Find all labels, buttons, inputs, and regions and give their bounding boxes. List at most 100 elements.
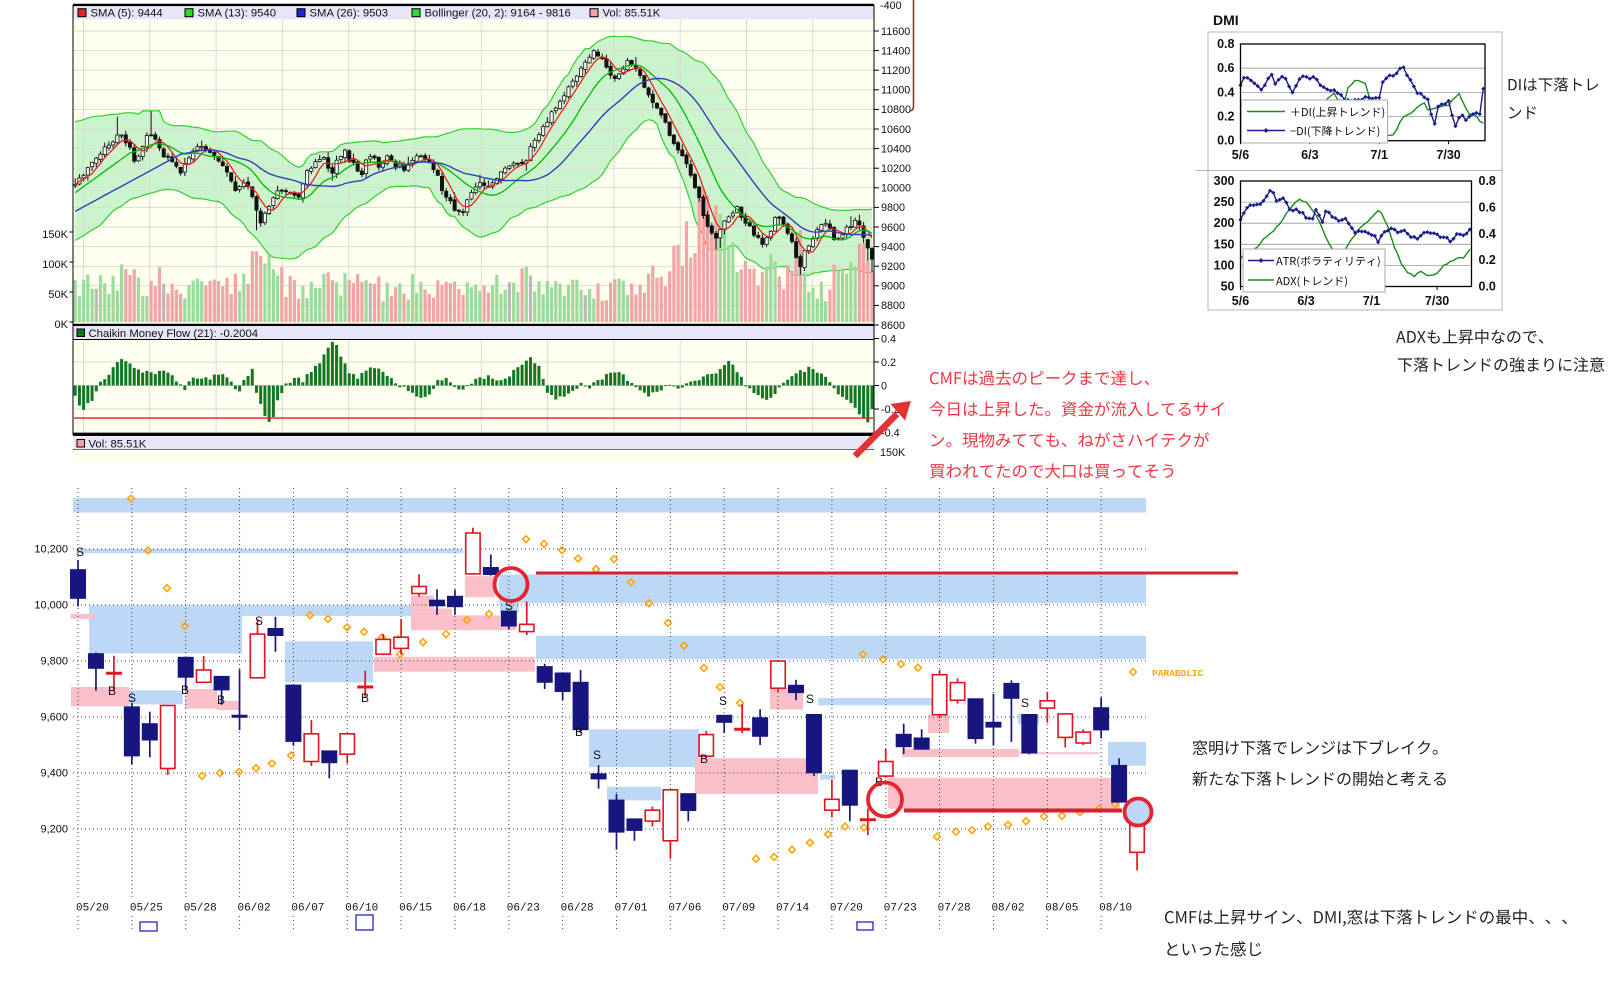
- svg-text:0: 0: [881, 380, 887, 392]
- svg-text:07/01: 07/01: [615, 903, 648, 915]
- svg-text:150K: 150K: [42, 229, 68, 241]
- price-volume-cmf-panel: SMA (5): 9444 SMA (13): 9540 SMA (26): 950…: [42, 0, 915, 462]
- highlight-circle: [492, 566, 530, 603]
- svg-text:50K: 50K: [48, 289, 68, 301]
- volume-axis-labels: 0K 50K 100K 150K: [42, 229, 73, 331]
- svg-text:7/30: 7/30: [1436, 148, 1460, 162]
- svg-text:06/18: 06/18: [453, 903, 486, 915]
- svg-text:10400: 10400: [881, 143, 911, 155]
- svg-text:0.6: 0.6: [1479, 200, 1496, 214]
- svg-text:9400: 9400: [881, 241, 905, 253]
- svg-text:06/07: 06/07: [291, 903, 324, 915]
- window-bands: [71, 498, 1146, 809]
- annotation-adx-line2: 下落トレンドの強まりに注意: [1397, 356, 1607, 377]
- svg-text:10600: 10600: [881, 124, 911, 136]
- svg-text:9200: 9200: [881, 261, 905, 273]
- dmi-legend-plus-di: ＋DI(上昇トレンド): [1290, 106, 1387, 120]
- svg-text:S: S: [719, 694, 727, 708]
- svg-text:11000: 11000: [881, 85, 910, 97]
- svg-text:B: B: [700, 752, 708, 766]
- annotation-cmf-note-line3: ン。現物みてても、ねがさハイテクが: [929, 431, 1211, 452]
- cmf-bars: [73, 341, 874, 423]
- annotation-cmf-note-line2: 今日は上昇した。資金が流入してるサイ: [929, 400, 1228, 421]
- svg-text:08/10: 08/10: [1099, 903, 1132, 915]
- svg-text:SMA (13): 9540: SMA (13): 9540: [198, 8, 277, 20]
- annotation-cmf-note-line1: CMFは過去のピークまで達し、: [929, 369, 1162, 390]
- svg-text:5/6: 5/6: [1232, 294, 1249, 308]
- price-axis-labels: 8600 8800 9000 9200 9400 9600 9800 10000 10200 10…: [874, 0, 911, 332]
- svg-text:S: S: [593, 748, 601, 762]
- svg-text:0.8: 0.8: [1217, 37, 1234, 51]
- volume-bars: [73, 188, 874, 322]
- svg-text:9600: 9600: [881, 222, 905, 234]
- svg-text:6/3: 6/3: [1297, 294, 1314, 308]
- sma26-line: [74, 77, 873, 237]
- svg-text:S: S: [505, 599, 513, 613]
- dmi-legend-adx: ADX(トレンド): [1276, 275, 1350, 289]
- svg-text:B: B: [575, 725, 583, 739]
- svg-text:0.4: 0.4: [1479, 227, 1496, 241]
- svg-text:9000: 9000: [881, 281, 905, 293]
- svg-text:150: 150: [1214, 237, 1235, 251]
- annotation-di-line1: DIは下落トレ: [1507, 76, 1602, 96]
- svg-text:S: S: [255, 614, 263, 628]
- annotation-bottom-line2: といった感じ: [1164, 940, 1265, 961]
- svg-text:100: 100: [1214, 258, 1235, 272]
- svg-text:07/09: 07/09: [722, 903, 755, 915]
- annotation-mado-line1: 窓明け下落でレンジは下ブレイク。: [1192, 739, 1450, 760]
- svg-text:8600: 8600: [881, 320, 905, 332]
- svg-text:0.0: 0.0: [1217, 134, 1234, 148]
- svg-text:05/28: 05/28: [184, 903, 217, 915]
- sma13-line: [74, 64, 873, 241]
- highlight-circle: [1122, 796, 1154, 828]
- svg-text:0.4: 0.4: [881, 333, 896, 345]
- indicator-legend-strip: [73, 6, 874, 20]
- svg-text:100K: 100K: [42, 259, 68, 271]
- svg-text:B: B: [217, 693, 225, 707]
- cmf-arrow-annotation: [852, 401, 911, 459]
- bollinger-band-fill: [75, 36, 872, 276]
- svg-text:07/14: 07/14: [776, 903, 809, 915]
- annotation-cmf-note-line4: 買われてたので大口は買ってそう: [929, 462, 1179, 483]
- svg-text:9,200: 9,200: [40, 824, 68, 836]
- svg-text:11400: 11400: [881, 45, 910, 57]
- svg-text:300: 300: [1214, 174, 1235, 188]
- bollinger-lower-line: [74, 119, 872, 276]
- svg-text:05/25: 05/25: [130, 903, 163, 915]
- annotation-adx-line1: ADXも上昇中なので、: [1396, 328, 1556, 349]
- svg-text:S: S: [1021, 696, 1029, 710]
- svg-text:SMA (26): 9503: SMA (26): 9503: [310, 8, 389, 20]
- svg-text:7/1: 7/1: [1363, 294, 1380, 308]
- vol-axis-tick: 150K: [880, 447, 906, 459]
- svg-text:0.2: 0.2: [1479, 253, 1496, 267]
- y-axis-labels: 10,200 10,000 9,800 9,600 9,400 9,200: [34, 544, 68, 836]
- dmi-title: DMI: [1213, 12, 1239, 28]
- svg-text:0.8: 0.8: [1479, 174, 1496, 188]
- svg-text:07/23: 07/23: [884, 903, 917, 915]
- svg-text:10,000: 10,000: [34, 600, 68, 612]
- svg-text:B: B: [108, 684, 116, 698]
- svg-text:06/23: 06/23: [507, 903, 540, 915]
- svg-text:10200: 10200: [881, 163, 911, 175]
- annotation-bottom-line1: CMFは上昇サイン、DMI,窓は下落トレンドの最中、、、: [1164, 908, 1580, 929]
- svg-text:10,200: 10,200: [34, 544, 68, 556]
- svg-text:50: 50: [1221, 280, 1235, 294]
- svg-text:0.2: 0.2: [881, 357, 896, 369]
- calendar-marker: [139, 921, 158, 932]
- svg-text:200: 200: [1214, 216, 1235, 230]
- svg-text:7/30: 7/30: [1425, 294, 1449, 308]
- svg-text:6/3: 6/3: [1301, 148, 1318, 162]
- svg-text:0.6: 0.6: [1217, 61, 1234, 75]
- svg-text:8800: 8800: [881, 300, 905, 312]
- vol-legend-label: Vol: 85.51K: [89, 438, 147, 450]
- svg-text:Vol: 85.51K: Vol: 85.51K: [603, 8, 661, 20]
- svg-text:9800: 9800: [881, 202, 905, 214]
- parabolic-legend: PARABOLIC: [1128, 667, 1204, 679]
- svg-text:07/06: 07/06: [668, 903, 701, 915]
- dmi-legend-minus-di: −DI(下降トレンド): [1290, 125, 1382, 139]
- svg-text:0K: 0K: [55, 319, 69, 331]
